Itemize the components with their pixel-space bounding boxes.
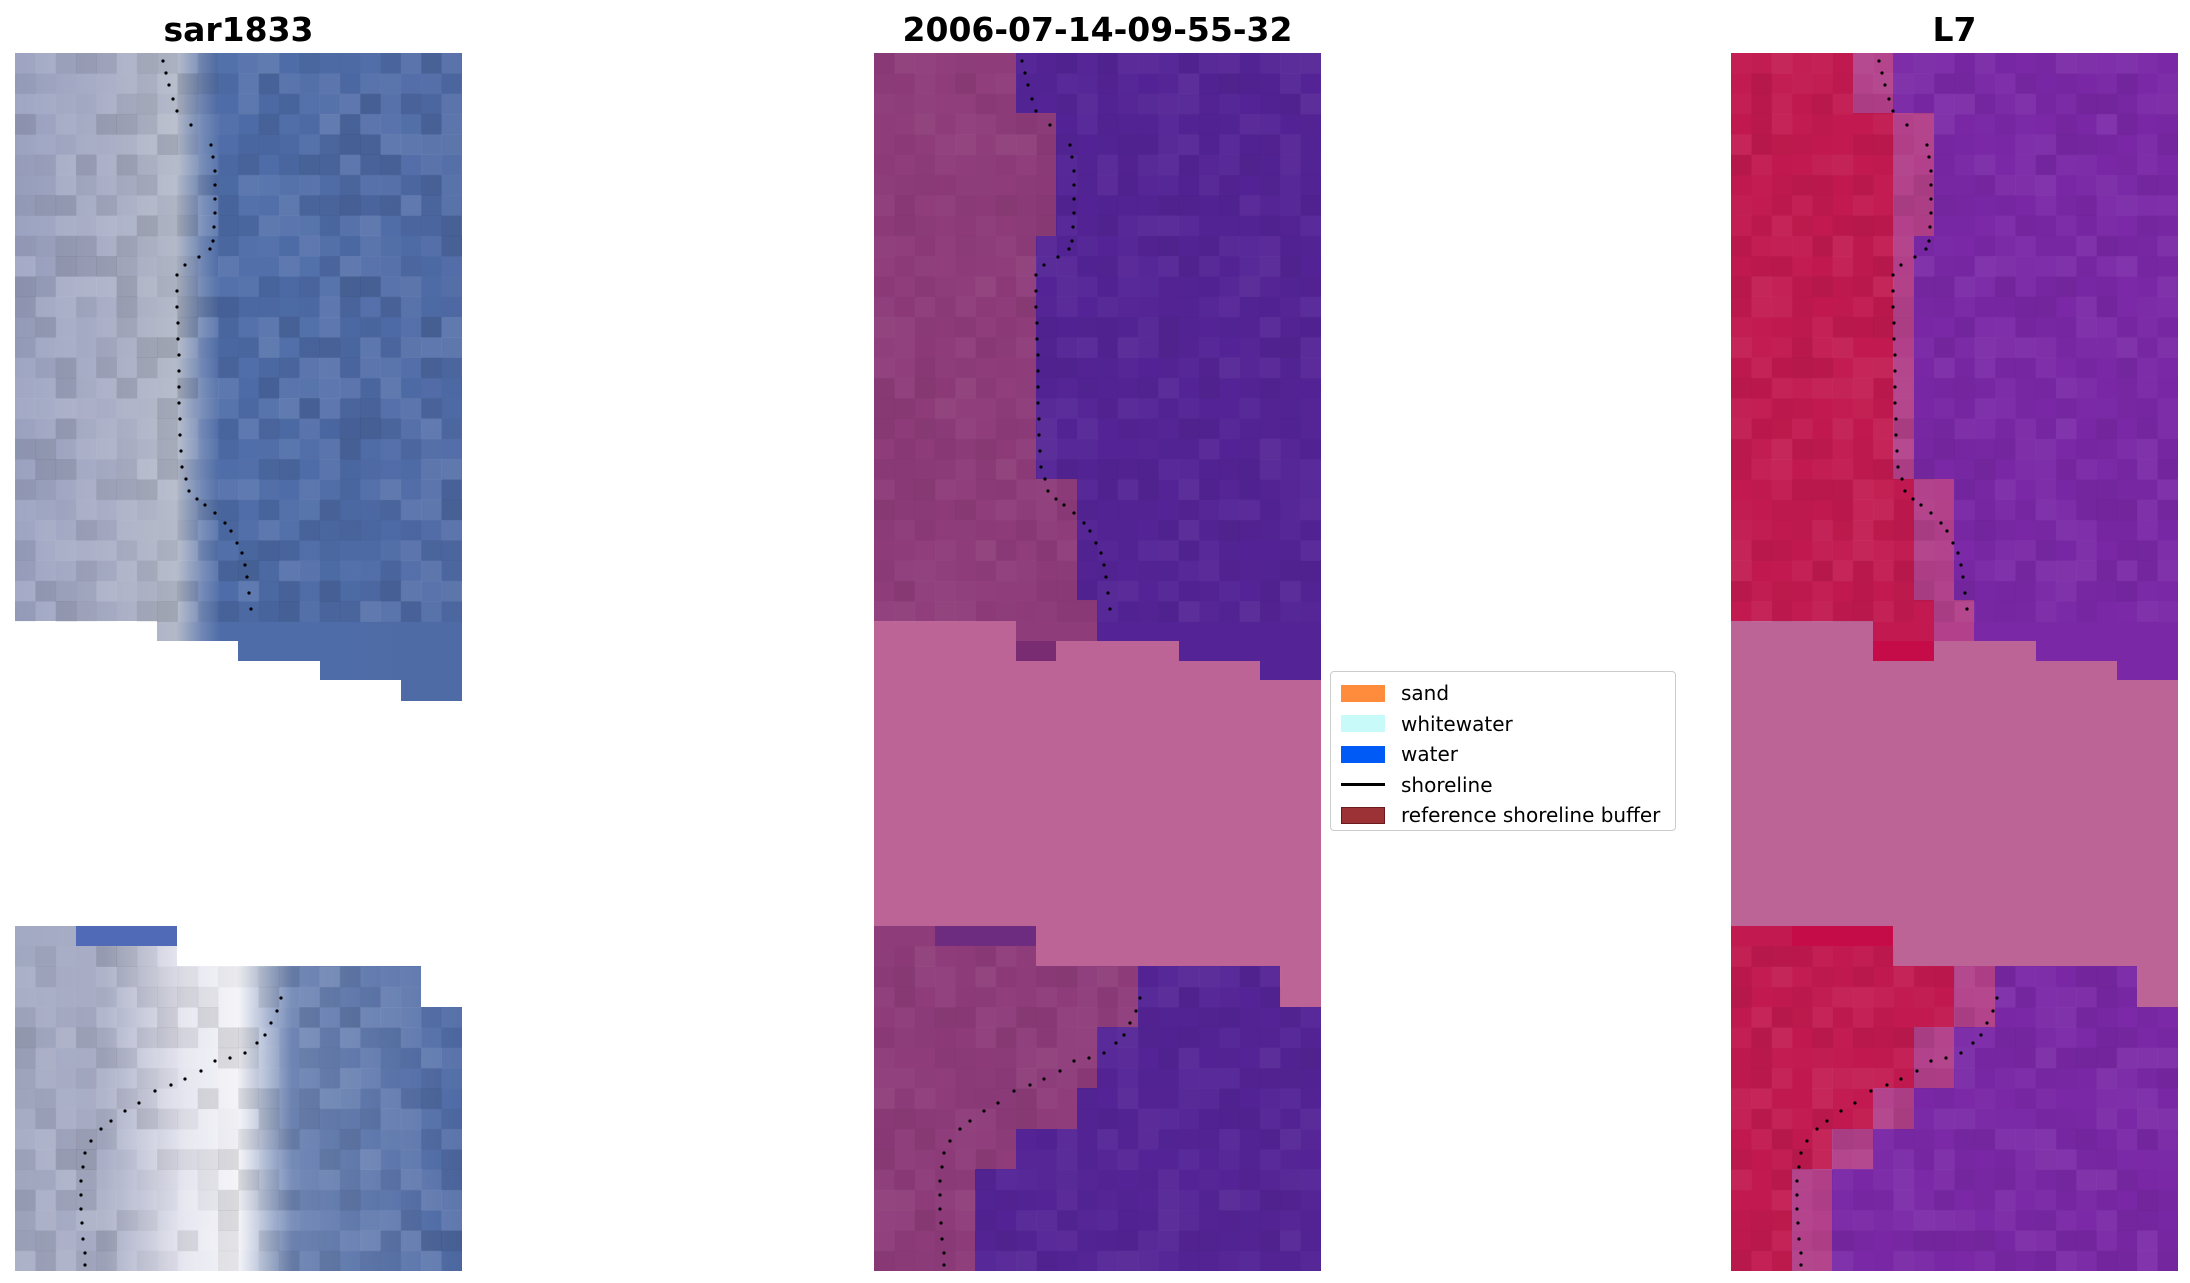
class-buffer-strip [935, 926, 1036, 946]
legend-item-sand: sand [1341, 678, 1665, 709]
fc-transition-bottom [1792, 966, 1995, 1271]
legend-swatch-water [1341, 745, 1385, 763]
rgb-water-strip [76, 926, 177, 946]
legend-swatch-sand [1341, 684, 1385, 702]
legend-swatch-whitewater [1341, 715, 1385, 733]
fc-dark-land-strip [1792, 926, 1893, 946]
false-color-image [1731, 53, 2178, 1271]
legend-label: sand [1401, 681, 1450, 706]
legend-swatch-reference-buffer [1341, 806, 1385, 824]
classification-panel [874, 53, 1321, 1271]
rgb-image-panel [15, 53, 462, 1271]
legend-item-whitewater: whitewater [1341, 709, 1665, 740]
panel-title-satellite: L7 [1932, 10, 1977, 49]
rgb-top-region [15, 53, 462, 701]
panel-title-rgb: sar1833 [163, 10, 314, 49]
legend: sand whitewater water shoreline referenc… [1330, 671, 1676, 831]
false-color-panel [1731, 53, 2178, 1271]
legend-label: reference shoreline buffer [1401, 803, 1661, 828]
legend-item-water: water [1341, 739, 1665, 770]
classification-image [874, 53, 1321, 1271]
legend-line-shoreline [1341, 783, 1385, 787]
shoreline-points [1795, 59, 1999, 1267]
class-nodata-band [874, 621, 1321, 1007]
panel-title-date: 2006-07-14-09-55-32 [902, 10, 1293, 49]
shoreline-points [938, 59, 1142, 1267]
fc-land-region-bottom [1731, 926, 1954, 1271]
legend-label: shoreline [1401, 772, 1493, 797]
class-sand-region-bottom [874, 926, 1138, 1271]
rgb-bottom-region [15, 926, 462, 1271]
legend-label: whitewater [1401, 711, 1513, 736]
fc-dark-land-patch [1873, 641, 1934, 661]
class-sand-region-top [874, 53, 1097, 641]
fc-transition-top [1853, 53, 1974, 641]
fc-land-region-top [1731, 53, 1934, 641]
shoreline-points [79, 59, 283, 1267]
class-buffer-patch [1016, 641, 1056, 661]
rgb-image [15, 53, 462, 1271]
fc-nodata-band [1731, 621, 2178, 1007]
legend-item-reference-buffer: reference shoreline buffer [1341, 800, 1665, 831]
legend-item-shoreline: shoreline [1341, 770, 1665, 801]
legend-label: water [1401, 742, 1458, 767]
